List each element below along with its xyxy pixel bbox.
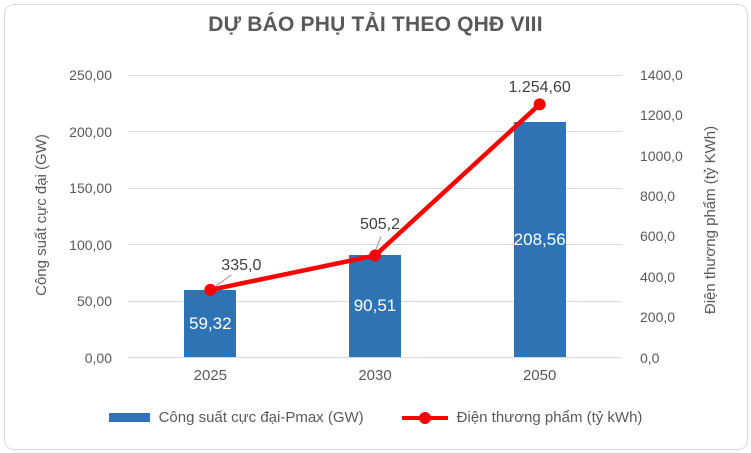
gridline — [128, 357, 622, 358]
y-axis-tick-left: 100,00 — [69, 236, 112, 253]
y-axis-tick-left: 250,00 — [69, 67, 112, 83]
y-axis-tick-left: 0,00 — [84, 349, 112, 366]
y-axis-tick-right: 1400,0 — [640, 67, 683, 83]
chart-title: DỰ BÁO PHỤ TẢI THEO QHĐ VIII — [208, 13, 543, 36]
y-axis-tick-right: 600,0 — [640, 228, 676, 245]
gridline — [128, 74, 622, 76]
legend-label-pmax: Công suất cực đại-Pmax (GW) — [158, 409, 364, 426]
y-axis-tick-right: 800,0 — [640, 188, 676, 205]
x-axis-label: 2025 — [193, 366, 228, 384]
y-axis-tick-right: 1200,0 — [640, 107, 683, 124]
y-axis-tick-left: 200,00 — [69, 123, 112, 140]
y-axis-tick-left: 50,00 — [76, 293, 112, 309]
legend-item-pmax: Công suất cực đại-Pmax (GW) — [108, 409, 364, 426]
bar-series-swatch-icon — [108, 413, 150, 422]
bar-data-label: 208,56 — [513, 229, 566, 249]
x-axis-label: 2050 — [522, 366, 557, 384]
legend-label-dien-thuong-pham: Điện thương phẩm (tỷ kWh) — [456, 409, 643, 426]
bar-2025 — [184, 290, 237, 358]
y-axis-tick-right: 400,0 — [640, 268, 676, 285]
x-axis-label: 2030 — [358, 366, 392, 384]
y-axis-tick-left: 150,00 — [69, 180, 112, 196]
bar-data-label: 59,32 — [189, 313, 232, 333]
y-axis-tick-right: 0,0 — [640, 349, 660, 366]
legend: Công suất cực đại-Pmax (GW) Điện thương … — [0, 409, 751, 426]
y-axis-tick-right: 1000,0 — [640, 147, 683, 164]
line-series-swatch-icon — [401, 411, 448, 424]
bar-data-label: 90,51 — [353, 296, 397, 316]
legend-item-dien-thuong-pham: Điện thương phẩm (tỷ kWh) — [401, 409, 643, 426]
y-axis-tick-right: 200,0 — [640, 309, 676, 326]
